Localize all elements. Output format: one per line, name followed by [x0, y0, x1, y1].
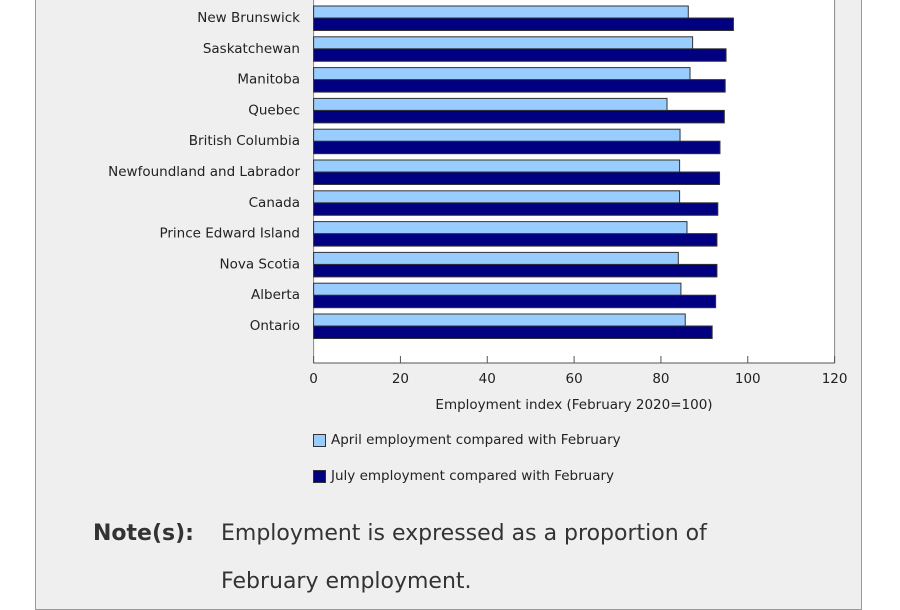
bar-july	[313, 17, 734, 31]
bar-april	[313, 221, 688, 235]
bar-april	[313, 36, 694, 50]
note-label: Note(s):	[93, 521, 194, 546]
category-label: Saskatchewan	[203, 41, 300, 57]
x-tick-label: 100	[735, 371, 761, 387]
category-label: British Columbia	[189, 133, 300, 149]
bar-april	[313, 282, 682, 297]
category-label: Prince Edward Island	[159, 226, 300, 242]
bar-april	[313, 313, 686, 327]
category-label: Manitoba	[237, 72, 300, 88]
bar-july	[313, 171, 721, 185]
legend-label-july: July employment compared with February	[331, 468, 615, 484]
legend-item-april: April employment compared with February	[313, 432, 621, 448]
legend-item-july: July employment compared with February	[313, 468, 614, 484]
bar-april	[313, 97, 668, 112]
x-axis-label: Employment index (February 2020=100)	[435, 397, 713, 413]
x-tick-label: 0	[309, 371, 318, 387]
bar-july	[313, 140, 721, 155]
bar-july	[313, 109, 725, 124]
bar-july	[313, 48, 727, 62]
category-label: Ontario	[250, 318, 300, 334]
category-label: Alberta	[251, 287, 300, 303]
bar-july	[313, 202, 719, 216]
bar-april	[313, 67, 691, 81]
bar-april	[313, 251, 679, 266]
legend-swatch-july	[313, 469, 326, 483]
x-tick-label: 80	[652, 371, 669, 387]
legend-swatch-april	[313, 433, 326, 447]
bar-july	[313, 263, 718, 278]
category-label: Canada	[249, 195, 300, 211]
bar-july	[313, 325, 713, 339]
category-label: New Brunswick	[197, 10, 300, 26]
category-label: Newfoundland and Labrador	[108, 164, 300, 180]
bar-april	[313, 5, 689, 19]
x-tick-label: 20	[392, 371, 409, 387]
bar-april	[313, 190, 681, 204]
note: Note(s): Employment is expressed as a pr…	[93, 510, 707, 594]
bar-july	[313, 79, 726, 93]
bar-july	[313, 294, 717, 309]
bar-april	[313, 159, 681, 173]
category-label: Nova Scotia	[220, 256, 300, 272]
x-tick-label: 40	[479, 371, 496, 387]
legend-label-april: April employment compared with February	[331, 432, 621, 448]
x-tick-label: 120	[822, 371, 848, 387]
note-text: Employment is expressed as a proportion …	[221, 521, 707, 594]
category-label: Quebec	[248, 102, 300, 118]
x-tick-label: 60	[566, 371, 583, 387]
bar-july	[313, 233, 718, 247]
bar-april	[313, 128, 681, 143]
